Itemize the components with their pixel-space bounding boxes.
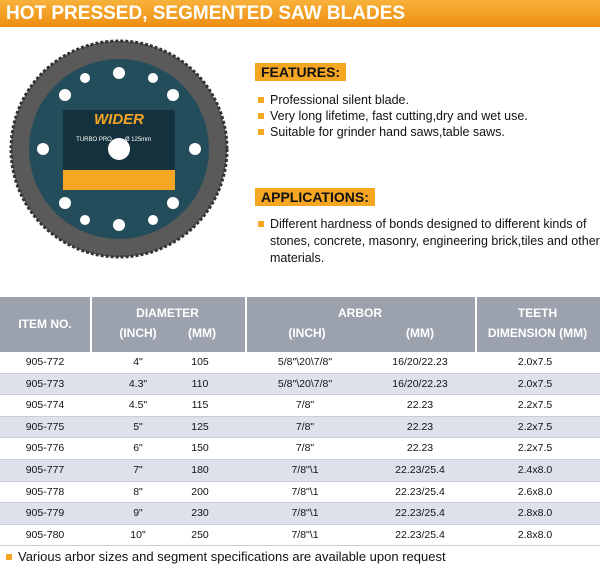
title-bar: HOT PRESSED, SEGMENTED SAW BLADES	[0, 0, 600, 27]
table-cell: 2.4x8.0	[517, 464, 553, 476]
header-diameter-inch: (INCH)	[108, 323, 168, 343]
row-bg	[0, 395, 600, 417]
table-cell: 4"	[133, 356, 143, 368]
header-teeth: TEETH	[475, 303, 600, 323]
table-cell: 905-778	[25, 485, 65, 498]
table-cell: 22.23/25.4	[395, 485, 445, 498]
table-cell: 125	[191, 420, 209, 433]
table-cell: 7/8"	[295, 442, 315, 455]
header-arbor-mm: (MM)	[380, 323, 460, 343]
table-cell: 105	[191, 356, 209, 368]
table-cell: 8"	[133, 485, 143, 498]
feature-item: Professional silent blade.	[256, 92, 596, 108]
table-cell: 250	[191, 528, 209, 541]
spec-table: ITEM NO. DIAMETER (INCH) (MM) ARBOR (INCH) (MM…	[0, 297, 600, 547]
table-cell: 2.0x7.5	[517, 377, 553, 390]
table-cell: 2.2x7.5	[517, 399, 553, 412]
header-divider	[475, 297, 477, 352]
table-cell: 22.23	[406, 420, 434, 433]
row-bg	[0, 416, 600, 439]
table-cell: 16/20/22.23	[392, 356, 448, 368]
table-cell: 7"	[133, 464, 143, 476]
blade-image: WIDER TURBO PRO Ø 125mm	[9, 39, 229, 259]
table-cell: 905-773	[25, 377, 65, 390]
table-cell: 905-780	[25, 528, 65, 541]
row-bg	[0, 373, 600, 396]
row-bg	[0, 438, 600, 460]
applications-heading: APPLICATIONS:	[255, 188, 375, 206]
table-cell: 5/8"\20\7/8"	[277, 356, 333, 368]
table-cell: 150	[191, 442, 209, 455]
table-cell: 180	[191, 464, 209, 476]
header-arbor: ARBOR	[245, 303, 475, 323]
row-bg	[0, 460, 600, 482]
table-cell: 22.23/25.4	[395, 528, 445, 541]
table-cell: 2.2x7.5	[517, 442, 553, 455]
feature-item: Suitable for grinder hand saws,table saw…	[256, 124, 596, 140]
table-cell: 905-776	[25, 442, 65, 455]
row-bg	[0, 524, 600, 547]
row-bg	[0, 503, 600, 525]
table-cell: 905-779	[25, 507, 65, 520]
table-cell: 7/8"	[295, 420, 315, 433]
table-cell: 2.6x8.0	[517, 485, 553, 498]
table-cell: 9"	[133, 507, 143, 520]
table-cell: 22.23/25.4	[395, 507, 445, 520]
footnote: Various arbor sizes and segment specific…	[4, 549, 446, 565]
table-cell: 5/8"\20\7/8"	[277, 377, 333, 390]
header-teeth-dimension: DIMENSION (MM)	[475, 323, 600, 343]
header-divider	[245, 297, 247, 352]
header-item: ITEM NO.	[0, 297, 90, 352]
header-diameter: DIAMETER	[90, 303, 245, 323]
table-cell: 22.23/25.4	[395, 464, 445, 476]
table-cell: 2.2x7.5	[517, 420, 553, 433]
header-divider	[90, 297, 92, 352]
table-cell: 905-777	[25, 464, 65, 476]
application-item: Different hardness of bonds designed to …	[256, 216, 600, 267]
table-cell: 22.23	[406, 442, 434, 455]
row-bg	[0, 352, 600, 374]
table-cell: 200	[191, 485, 209, 498]
table-cell: 22.23	[406, 399, 434, 412]
feature-item: Very long lifetime, fast cutting,dry and…	[256, 108, 596, 124]
table-cell: 2.0x7.5	[517, 356, 553, 368]
features-heading: FEATURES:	[255, 63, 347, 81]
table-cell: 2.8x8.0	[517, 528, 553, 541]
table-cell: 4.5"	[128, 399, 148, 412]
blade-model: TURBO PRO	[76, 137, 112, 143]
header-arbor-inch: (INCH)	[272, 323, 342, 343]
table-cell: 16/20/22.23	[392, 377, 448, 390]
features-list: Professional silent blade. Very long life…	[256, 92, 596, 140]
table-cell: 2.8x8.0	[517, 507, 553, 520]
table-cell: 6"	[133, 442, 143, 455]
table-cell: 905-775	[25, 420, 65, 433]
applications-list: Different hardness of bonds designed to …	[256, 216, 600, 267]
table-cell: 7/8"\1	[291, 485, 319, 498]
table-cell: 905-772	[25, 356, 65, 368]
table-cell: 5"	[133, 420, 143, 433]
table-cell: 7/8"\1	[291, 464, 319, 476]
header-diameter-mm: (MM)	[172, 323, 232, 343]
table-cell: 7/8"	[295, 399, 315, 412]
table-cell: 230	[191, 507, 209, 520]
blade-brand: WIDER	[94, 111, 144, 128]
table-cell: 4.3"	[128, 377, 148, 390]
table-cell: 905-774	[25, 399, 65, 412]
table-cell: 115	[191, 399, 209, 412]
table-cell: 7/8"\1	[291, 528, 319, 541]
blade-size: Ø 125mm	[125, 137, 151, 143]
table-cell: 7/8"\1	[291, 507, 319, 520]
row-bg	[0, 481, 600, 504]
table-cell: 110	[191, 377, 209, 390]
table-cell: 10"	[130, 528, 146, 541]
